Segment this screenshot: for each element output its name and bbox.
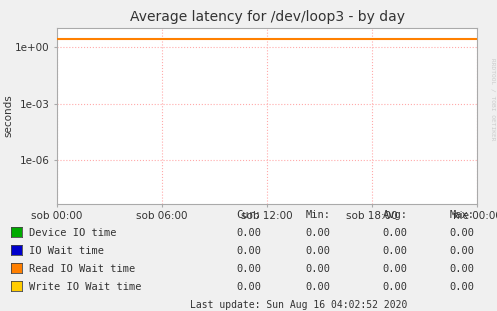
Text: 0.00: 0.00 <box>236 228 261 238</box>
Title: Average latency for /dev/loop3 - by day: Average latency for /dev/loop3 - by day <box>130 10 405 24</box>
Text: Last update: Sun Aug 16 04:02:52 2020: Last update: Sun Aug 16 04:02:52 2020 <box>189 300 407 310</box>
Text: 0.00: 0.00 <box>236 246 261 256</box>
Text: Cur:: Cur: <box>236 210 261 220</box>
Text: IO Wait time: IO Wait time <box>29 246 104 256</box>
Text: 0.00: 0.00 <box>306 246 331 256</box>
Text: Read IO Wait time: Read IO Wait time <box>29 264 135 274</box>
Text: 0.00: 0.00 <box>383 246 408 256</box>
Text: 0.00: 0.00 <box>450 228 475 238</box>
Text: Device IO time: Device IO time <box>29 228 116 238</box>
Text: Avg:: Avg: <box>383 210 408 220</box>
Text: 0.00: 0.00 <box>383 228 408 238</box>
Text: 0.00: 0.00 <box>450 264 475 274</box>
Text: 0.00: 0.00 <box>306 228 331 238</box>
Text: Min:: Min: <box>306 210 331 220</box>
Text: 0.00: 0.00 <box>383 282 408 292</box>
Text: Max:: Max: <box>450 210 475 220</box>
Text: 0.00: 0.00 <box>236 282 261 292</box>
Text: 0.00: 0.00 <box>450 246 475 256</box>
Text: 0.00: 0.00 <box>236 264 261 274</box>
Text: Write IO Wait time: Write IO Wait time <box>29 282 141 292</box>
Text: 0.00: 0.00 <box>383 264 408 274</box>
Text: 0.00: 0.00 <box>306 282 331 292</box>
Text: 0.00: 0.00 <box>306 264 331 274</box>
Text: 0.00: 0.00 <box>450 282 475 292</box>
Y-axis label: seconds: seconds <box>3 95 13 137</box>
Text: RRDTOOL / TOBI OETIKER: RRDTOOL / TOBI OETIKER <box>491 58 496 141</box>
